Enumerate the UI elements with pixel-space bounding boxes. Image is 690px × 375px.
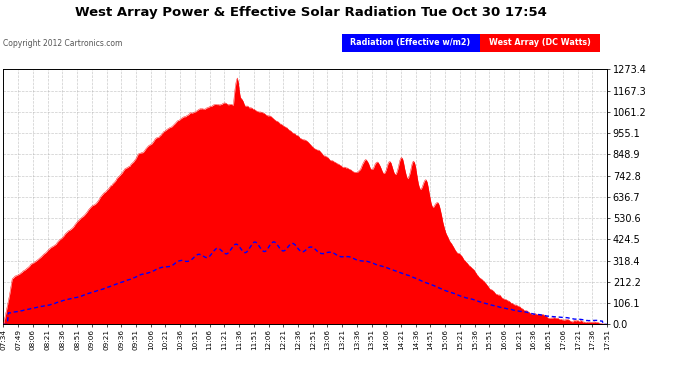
Text: West Array (DC Watts): West Array (DC Watts) xyxy=(489,38,591,47)
Text: West Array Power & Effective Solar Radiation Tue Oct 30 17:54: West Array Power & Effective Solar Radia… xyxy=(75,6,546,19)
Text: Radiation (Effective w/m2): Radiation (Effective w/m2) xyxy=(351,38,471,47)
Text: Copyright 2012 Cartronics.com: Copyright 2012 Cartronics.com xyxy=(3,39,123,48)
